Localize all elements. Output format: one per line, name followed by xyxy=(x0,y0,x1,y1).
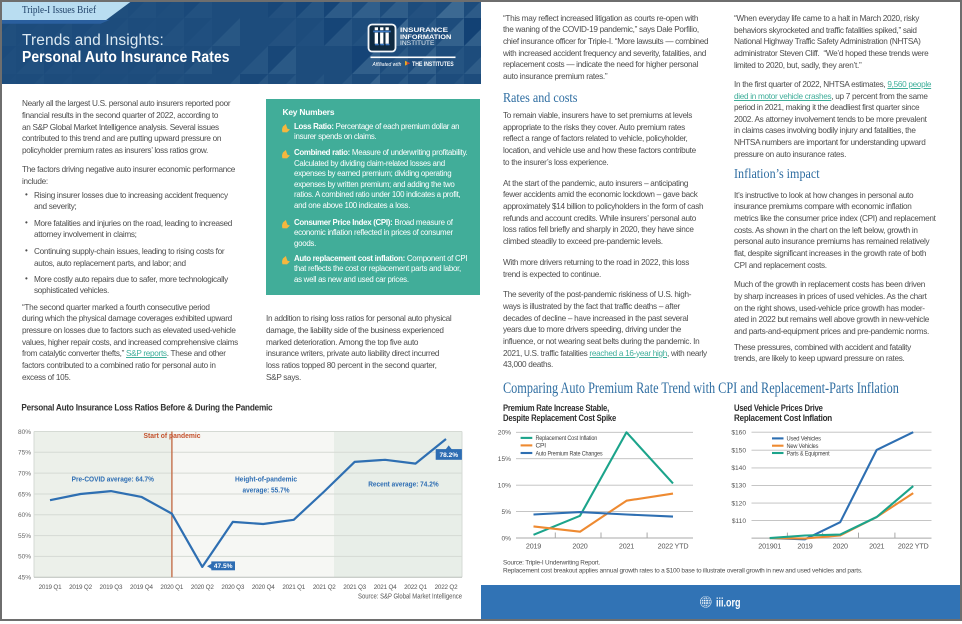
svg-text:New Vehicles: New Vehicles xyxy=(787,443,820,450)
svg-text:Recent average: 74.2%: Recent average: 74.2% xyxy=(368,480,439,489)
svg-text:201901: 201901 xyxy=(758,542,781,551)
svg-text:55%: 55% xyxy=(18,533,31,540)
svg-text:$150: $150 xyxy=(731,448,746,455)
svg-text:Replacement cost breakout appl: Replacement cost breakout applies annual… xyxy=(503,568,863,575)
svg-text:Source: Triple-I Underwriting: Source: Triple-I Underwriting Report. xyxy=(503,560,600,567)
svg-text:78.2%: 78.2% xyxy=(439,452,458,459)
svg-text:2019 Q2: 2019 Q2 xyxy=(69,584,92,591)
svg-text:2021 Q1: 2021 Q1 xyxy=(282,584,305,591)
svg-text:Affiliated with: Affiliated with xyxy=(372,62,402,68)
svg-text:2019: 2019 xyxy=(797,542,812,551)
svg-text:2020 Q3: 2020 Q3 xyxy=(221,584,244,591)
svg-text:Source: S&P Global Market Inte: Source: S&P Global Market Intelligence xyxy=(358,594,462,601)
svg-text:2020 Q1: 2020 Q1 xyxy=(160,584,183,591)
svg-text:45%: 45% xyxy=(18,575,31,582)
svg-text:INFORMATION: INFORMATION xyxy=(400,34,452,41)
svg-text:2020 Q4: 2020 Q4 xyxy=(252,584,275,591)
svg-text:2020: 2020 xyxy=(833,542,848,551)
svg-text:Start of pandemic: Start of pandemic xyxy=(144,431,201,440)
svg-text:$140: $140 xyxy=(731,465,746,472)
svg-text:2022 Q2: 2022 Q2 xyxy=(435,584,458,591)
svg-text:10%: 10% xyxy=(498,483,511,490)
svg-text:2021: 2021 xyxy=(869,542,884,551)
svg-text:80%: 80% xyxy=(18,429,31,436)
svg-text:INSTITUTE: INSTITUTE xyxy=(400,40,434,47)
svg-text:$130: $130 xyxy=(731,483,746,490)
svg-text:2020: 2020 xyxy=(572,542,587,551)
svg-text:2021 Q4: 2021 Q4 xyxy=(374,584,397,591)
svg-text:average: 55.7%: average: 55.7% xyxy=(243,486,290,495)
svg-text:Replacement Cost Inflation: Replacement Cost Inflation xyxy=(536,435,598,442)
svg-text:2019 Q3: 2019 Q3 xyxy=(100,584,123,591)
svg-text:Used Vehicle Prices Drive: Used Vehicle Prices Drive xyxy=(734,403,823,413)
svg-text:2022 Q1: 2022 Q1 xyxy=(404,584,427,591)
svg-text:2020 Q2: 2020 Q2 xyxy=(191,584,214,591)
svg-text:Replacement Cost Inflation: Replacement Cost Inflation xyxy=(734,413,832,423)
svg-text:65%: 65% xyxy=(18,491,31,498)
svg-text:75%: 75% xyxy=(18,450,31,457)
svg-text:2022 YTD: 2022 YTD xyxy=(898,542,929,551)
svg-text:2019 Q1: 2019 Q1 xyxy=(39,584,62,591)
svg-text:2019: 2019 xyxy=(526,542,541,551)
svg-text:2022 YTD: 2022 YTD xyxy=(658,542,689,551)
svg-text:Premium Rate Increase Stable,: Premium Rate Increase Stable, xyxy=(503,403,609,413)
svg-text:INSURANCE: INSURANCE xyxy=(400,27,449,34)
svg-text:47.5%: 47.5% xyxy=(214,563,233,570)
svg-text:70%: 70% xyxy=(18,470,31,477)
svg-text:Height-of-pandemic: Height-of-pandemic xyxy=(235,475,297,484)
svg-text:Despite Replacement Cost Spike: Despite Replacement Cost Spike xyxy=(503,413,616,423)
svg-text:60%: 60% xyxy=(18,512,31,519)
svg-text:2021: 2021 xyxy=(619,542,634,551)
svg-text:CPI: CPI xyxy=(536,443,547,450)
svg-text:2021 Q2: 2021 Q2 xyxy=(313,584,336,591)
svg-text:0%: 0% xyxy=(501,535,511,542)
svg-text:iii.org: iii.org xyxy=(716,598,741,610)
svg-text:Personal Auto Insurance Loss R: Personal Auto Insurance Loss Ratios Befo… xyxy=(21,403,272,413)
svg-text:Auto Premium Rate Changes: Auto Premium Rate Changes xyxy=(536,450,604,457)
svg-text:$110: $110 xyxy=(732,518,747,525)
svg-text:20%: 20% xyxy=(498,430,511,437)
svg-text:Pre-COVID average: 64.7%: Pre-COVID average: 64.7% xyxy=(72,475,155,484)
svg-text:Parts & Equipment: Parts & Equipment xyxy=(787,450,830,457)
svg-text:2019 Q4: 2019 Q4 xyxy=(130,584,153,591)
svg-text:2021 Q3: 2021 Q3 xyxy=(343,584,366,591)
svg-text:Used Vehicles: Used Vehicles xyxy=(787,436,822,443)
svg-text:$160: $160 xyxy=(731,430,746,437)
svg-text:5%: 5% xyxy=(501,509,511,516)
svg-text:50%: 50% xyxy=(18,554,31,561)
svg-text:THE INSTITUTES: THE INSTITUTES xyxy=(412,61,454,68)
svg-text:$120: $120 xyxy=(731,500,746,507)
svg-text:15%: 15% xyxy=(498,456,511,463)
